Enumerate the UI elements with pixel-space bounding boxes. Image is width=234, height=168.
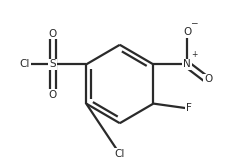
Text: Cl: Cl [19, 59, 30, 69]
Text: O: O [183, 27, 191, 37]
Text: F: F [186, 103, 192, 113]
Text: O: O [204, 74, 212, 84]
Text: O: O [48, 90, 57, 100]
Text: N: N [183, 59, 191, 69]
Text: O: O [48, 29, 57, 39]
Text: −: − [190, 18, 198, 27]
Text: S: S [49, 59, 56, 69]
Text: +: + [191, 50, 197, 59]
Text: Cl: Cl [115, 149, 125, 159]
